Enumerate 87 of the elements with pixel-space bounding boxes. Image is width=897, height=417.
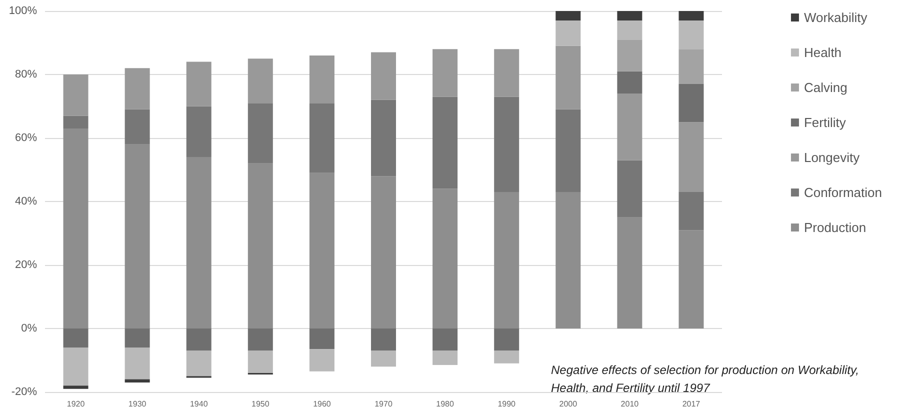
bar [556,20,581,46]
bar [617,94,642,160]
bar [678,49,704,84]
legend-label: Workability [804,10,868,25]
bar [678,230,704,328]
bar [678,11,704,21]
bar [248,163,273,328]
legend-label: Longevity [804,150,860,165]
bar [432,49,458,97]
y-tick-label: 80% [14,68,38,80]
bar [432,350,458,366]
bar [494,328,520,351]
bar [186,350,212,376]
bar [63,128,88,328]
bar [494,192,520,328]
bar [556,46,581,110]
bar [124,328,150,348]
bar [186,106,212,158]
bar [186,328,212,351]
bar [248,328,273,351]
legend-label: Conformation [804,185,882,200]
y-tick-label: 0% [21,322,38,334]
x-tick-label: 1930 [128,400,147,408]
bar [371,176,396,328]
bar [309,172,334,328]
bar [124,144,150,328]
bar [309,328,334,350]
bar [248,350,273,373]
x-tick-label: 1980 [436,400,454,408]
bar [371,350,396,367]
bar [63,116,88,128]
bar [617,71,642,94]
x-tick-label: 2017 [682,400,701,408]
x-tick-label: 1970 [374,400,393,408]
x-tick-label: 1940 [190,400,208,408]
x-tick-label: 1960 [313,400,332,408]
bar [63,386,88,389]
bar [556,11,581,21]
bar [248,103,273,164]
y-tick-label: 60% [14,132,38,144]
bar [63,348,88,386]
x-tick-label: 1990 [498,400,516,408]
bar [309,349,334,372]
bar [678,20,704,50]
legend-label: Calving [804,80,848,95]
bar [124,109,150,144]
x-tick-label: 2000 [559,400,578,408]
bar [371,328,396,351]
legend-label: Health [804,45,842,60]
bar [309,103,334,173]
bar [494,96,520,192]
x-tick-label: 2010 [620,400,640,408]
bar [124,379,150,382]
bar [432,328,458,351]
legend-label: Fertility [804,115,846,130]
bar [617,20,642,40]
bar [186,62,212,106]
bar [494,350,520,364]
x-tick-label: 1920 [66,400,86,408]
x-tick-label: 1950 [252,400,270,408]
bar [432,96,458,189]
annotation: Negative effects of selection for production on Workability, Health, and Fertility until 1997 [551,363,862,395]
bar [617,40,642,72]
bar [556,109,581,192]
y-tick-label: 20% [14,259,38,271]
bar [678,122,704,192]
bar [432,188,458,328]
bar [309,55,334,104]
bar [617,11,642,21]
bar [63,74,88,116]
bar [617,160,642,218]
legend-label: Production [804,220,866,235]
bar [678,192,704,230]
bar [186,157,212,328]
bar [678,84,704,122]
bar [371,52,396,100]
bar [124,68,150,110]
bar [556,192,581,328]
bar [617,217,642,328]
bar [248,58,273,104]
bar [63,328,88,348]
bar [371,100,396,176]
bar [494,49,520,97]
y-tick-label: -20% [11,386,38,398]
y-tick-label: 40% [14,196,38,208]
y-tick-label: 100% [8,5,38,17]
bar [124,348,150,380]
